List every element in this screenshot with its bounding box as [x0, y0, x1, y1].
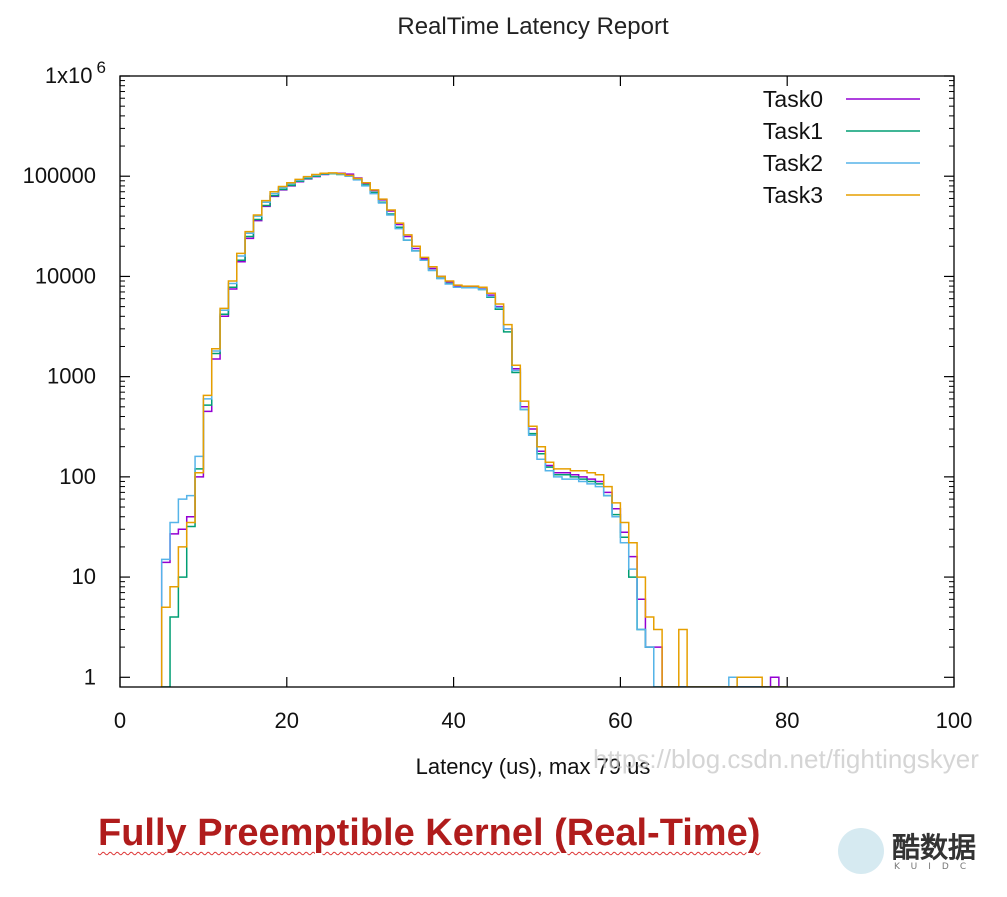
series-line-task1 — [160, 172, 788, 687]
y-tick-label: 10 — [72, 564, 96, 589]
x-tick-label: 20 — [275, 708, 299, 733]
x-tick-label: 100 — [936, 708, 973, 733]
y-tick-label: 100 — [59, 464, 96, 489]
legend-label-task3: Task3 — [763, 182, 823, 208]
plot-frame — [119, 75, 955, 688]
x-tick-labels: 0 20 40 60 80 100 — [114, 708, 972, 733]
x-tick-label: 0 — [114, 708, 126, 733]
legend-label-task2: Task2 — [763, 150, 823, 176]
kuidc-logo-icon — [838, 828, 884, 874]
x-tick-label: 40 — [441, 708, 465, 733]
y-tick-label: 10000 — [35, 263, 96, 288]
series-line-task0 — [160, 172, 788, 687]
series-group — [160, 172, 788, 687]
y-tick-label: 1000 — [47, 364, 96, 389]
series-line-task2 — [160, 172, 788, 687]
x-tick-label: 60 — [608, 708, 632, 733]
logo-brand: 酷数据 — [892, 831, 977, 864]
chart-title: RealTime Latency Report — [397, 13, 669, 40]
series-line-task3 — [160, 172, 788, 687]
watermark: https://blog.csdn.net/fightingskyer — [593, 744, 979, 774]
y-tick-label: 1 — [84, 664, 96, 689]
logo-subtext: KUIDC — [894, 862, 978, 872]
x-tick-label: 80 — [775, 708, 799, 733]
legend-label-task1: Task1 — [763, 118, 823, 144]
caption-text: Fully Preemptible Kernel (Real-Time) — [98, 812, 761, 854]
y-tick-labels: 1 10 100 1000 10000 100000 1x10 6 — [23, 58, 106, 689]
legend: Task0 Task1 Task2 Task3 — [763, 86, 920, 208]
y-tick-label: 1x10 6 — [45, 58, 106, 88]
x-axis-label: Latency (us), max 79 us — [416, 754, 651, 779]
kuidc-logo: 酷数据 KUIDC — [838, 826, 998, 878]
legend-label-task0: Task0 — [763, 86, 823, 112]
caption: Fully Preemptible Kernel (Real-Time) — [98, 812, 760, 855]
y-tick-label: 100000 — [23, 163, 96, 188]
axis-ticks — [119, 75, 955, 687]
